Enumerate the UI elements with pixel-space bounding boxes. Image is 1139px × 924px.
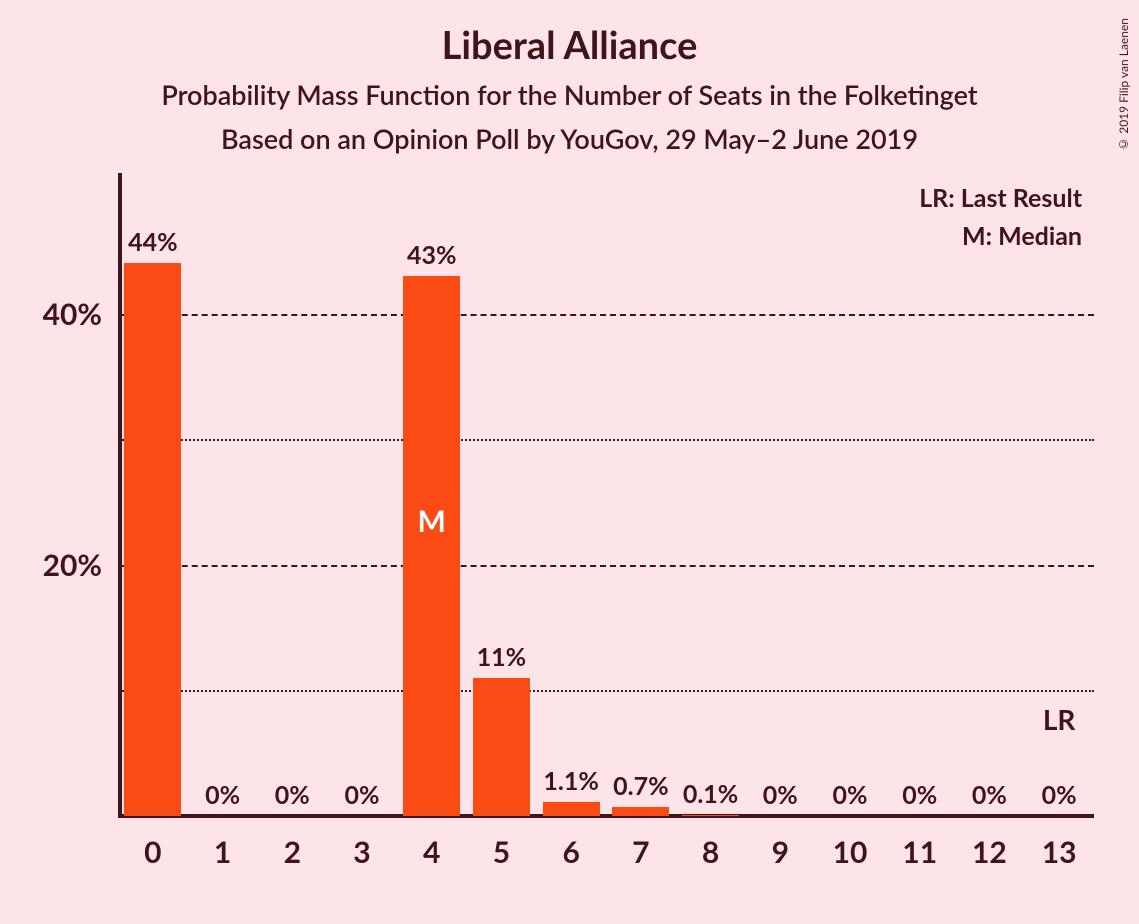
grid-major	[122, 314, 1094, 316]
chart-subtitle-2: Based on an Opinion Poll by YouGov, 29 M…	[0, 122, 1139, 155]
x-tick-label: 4	[423, 816, 440, 870]
bar-value-label: 0%	[832, 780, 867, 816]
x-tick-label: 12	[972, 816, 1007, 870]
x-tick-label: 13	[1042, 816, 1077, 870]
y-axis	[118, 173, 122, 816]
plot-area: 20%40%44%00%10%20%343%M411%51.1%60.7%70.…	[118, 213, 1094, 816]
median-marker: M	[418, 503, 446, 539]
bar-value-label: 0%	[344, 780, 379, 816]
bar-value-label: 0%	[205, 780, 240, 816]
x-tick-label: 7	[632, 816, 649, 870]
bar: 1.1%	[543, 802, 600, 816]
bar-value-label: 1.1%	[543, 766, 598, 802]
x-tick-label: 2	[284, 816, 301, 870]
chart-title: Liberal Alliance	[0, 22, 1139, 68]
bar-value-label: 43%	[407, 240, 457, 276]
x-tick-label: 10	[833, 816, 868, 870]
x-tick-label: 9	[772, 816, 789, 870]
bar-value-label: 0%	[1042, 780, 1077, 816]
y-tick-label: 20%	[43, 547, 118, 583]
x-tick-label: 8	[702, 816, 719, 870]
x-tick-label: 5	[493, 816, 510, 870]
lr-short-label: LR	[1043, 702, 1076, 736]
x-tick-label: 0	[144, 816, 161, 870]
grid-major	[122, 565, 1094, 567]
x-tick-label: 6	[562, 816, 579, 870]
bar-value-label: 0%	[902, 780, 937, 816]
bar-value-label: 0%	[275, 780, 310, 816]
bar: 0.7%	[612, 807, 669, 816]
bar: 11%	[473, 678, 530, 816]
bar-value-label: 11%	[477, 642, 527, 678]
grid-minor	[122, 690, 1094, 692]
legend-median: M: Median	[962, 221, 1082, 251]
x-tick-label: 1	[214, 816, 231, 870]
chart-container: Liberal Alliance Probability Mass Functi…	[0, 0, 1139, 924]
x-axis	[118, 814, 1094, 818]
bar: 44%	[124, 263, 181, 816]
chart-subtitle-1: Probability Mass Function for the Number…	[0, 78, 1139, 111]
copyright-text: © 2019 Filip van Laenen	[1116, 18, 1131, 152]
bar-value-label: 0%	[763, 780, 798, 816]
bar-value-label: 0.1%	[683, 779, 738, 815]
bar-value-label: 44%	[128, 227, 178, 263]
x-tick-label: 3	[353, 816, 370, 870]
bar-value-label: 0.7%	[613, 771, 668, 807]
y-tick-label: 40%	[43, 296, 118, 332]
grid-minor	[122, 439, 1094, 441]
bar-value-label: 0%	[972, 780, 1007, 816]
x-tick-label: 11	[902, 816, 937, 870]
legend-lr: LR: Last Result	[919, 183, 1082, 213]
bar: 43%M	[403, 276, 460, 816]
